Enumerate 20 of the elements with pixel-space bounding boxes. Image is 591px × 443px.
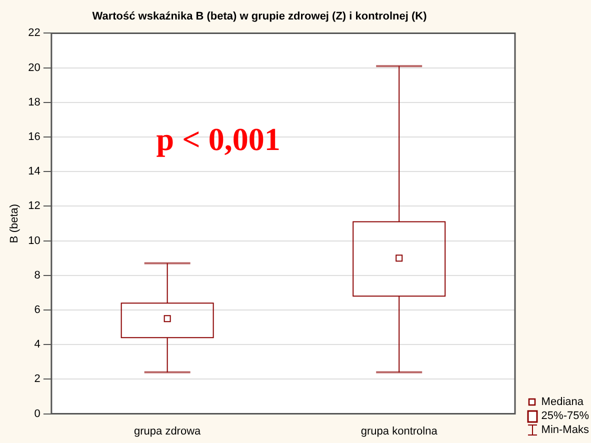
chart-title: Wartość wskaźnika B (beta) w grupie zdrowej (Z) i kontrolnej (K) [92,10,428,23]
y-tick-label: 22 [28,27,40,40]
y-tick-label: 18 [28,96,40,108]
y-tick-label: 10 [28,234,40,247]
y-tick-label: 16 [28,131,40,144]
text: Min-Maks [541,423,589,437]
y-tick-label: 8 [34,269,40,282]
x-tick-label: grupa zdrowa [134,425,202,438]
y-tick-label: 14 [28,166,40,178]
y-tick-label: 0 [34,408,40,420]
y-axis-title: B (beta) [8,204,21,244]
text: 25%-75% [541,409,589,423]
y-tick-label: 4 [34,338,40,351]
y-tick-label: 12 [28,200,40,212]
y-tick-label: 20 [28,62,40,74]
y-tick-label: 6 [34,304,40,316]
y-tick-label: 2 [34,373,40,386]
text: Mediana [541,395,584,409]
x-tick-label: grupa kontrolna [360,425,438,438]
annotation: p < 0,001 [156,120,280,157]
